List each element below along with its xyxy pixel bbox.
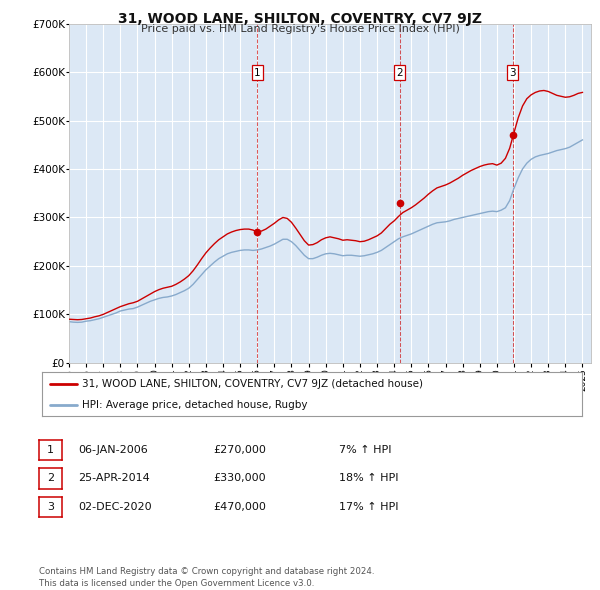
Text: £270,000: £270,000 (213, 445, 266, 455)
Text: 7% ↑ HPI: 7% ↑ HPI (339, 445, 391, 455)
Text: £330,000: £330,000 (213, 474, 266, 483)
Text: 31, WOOD LANE, SHILTON, COVENTRY, CV7 9JZ (detached house): 31, WOOD LANE, SHILTON, COVENTRY, CV7 9J… (83, 379, 424, 389)
Text: 3: 3 (509, 68, 516, 78)
Text: 2: 2 (47, 474, 54, 483)
Text: 31, WOOD LANE, SHILTON, COVENTRY, CV7 9JZ: 31, WOOD LANE, SHILTON, COVENTRY, CV7 9J… (118, 12, 482, 26)
Text: 06-JAN-2006: 06-JAN-2006 (78, 445, 148, 455)
Text: 1: 1 (47, 445, 54, 455)
Text: 3: 3 (47, 502, 54, 512)
Text: 02-DEC-2020: 02-DEC-2020 (78, 502, 152, 512)
Text: 2: 2 (397, 68, 403, 78)
Text: 18% ↑ HPI: 18% ↑ HPI (339, 474, 398, 483)
Text: 17% ↑ HPI: 17% ↑ HPI (339, 502, 398, 512)
Text: £470,000: £470,000 (213, 502, 266, 512)
Text: 25-APR-2014: 25-APR-2014 (78, 474, 150, 483)
Text: 1: 1 (254, 68, 260, 78)
Text: Price paid vs. HM Land Registry's House Price Index (HPI): Price paid vs. HM Land Registry's House … (140, 24, 460, 34)
Text: HPI: Average price, detached house, Rugby: HPI: Average price, detached house, Rugb… (83, 400, 308, 410)
Text: Contains HM Land Registry data © Crown copyright and database right 2024.
This d: Contains HM Land Registry data © Crown c… (39, 568, 374, 588)
